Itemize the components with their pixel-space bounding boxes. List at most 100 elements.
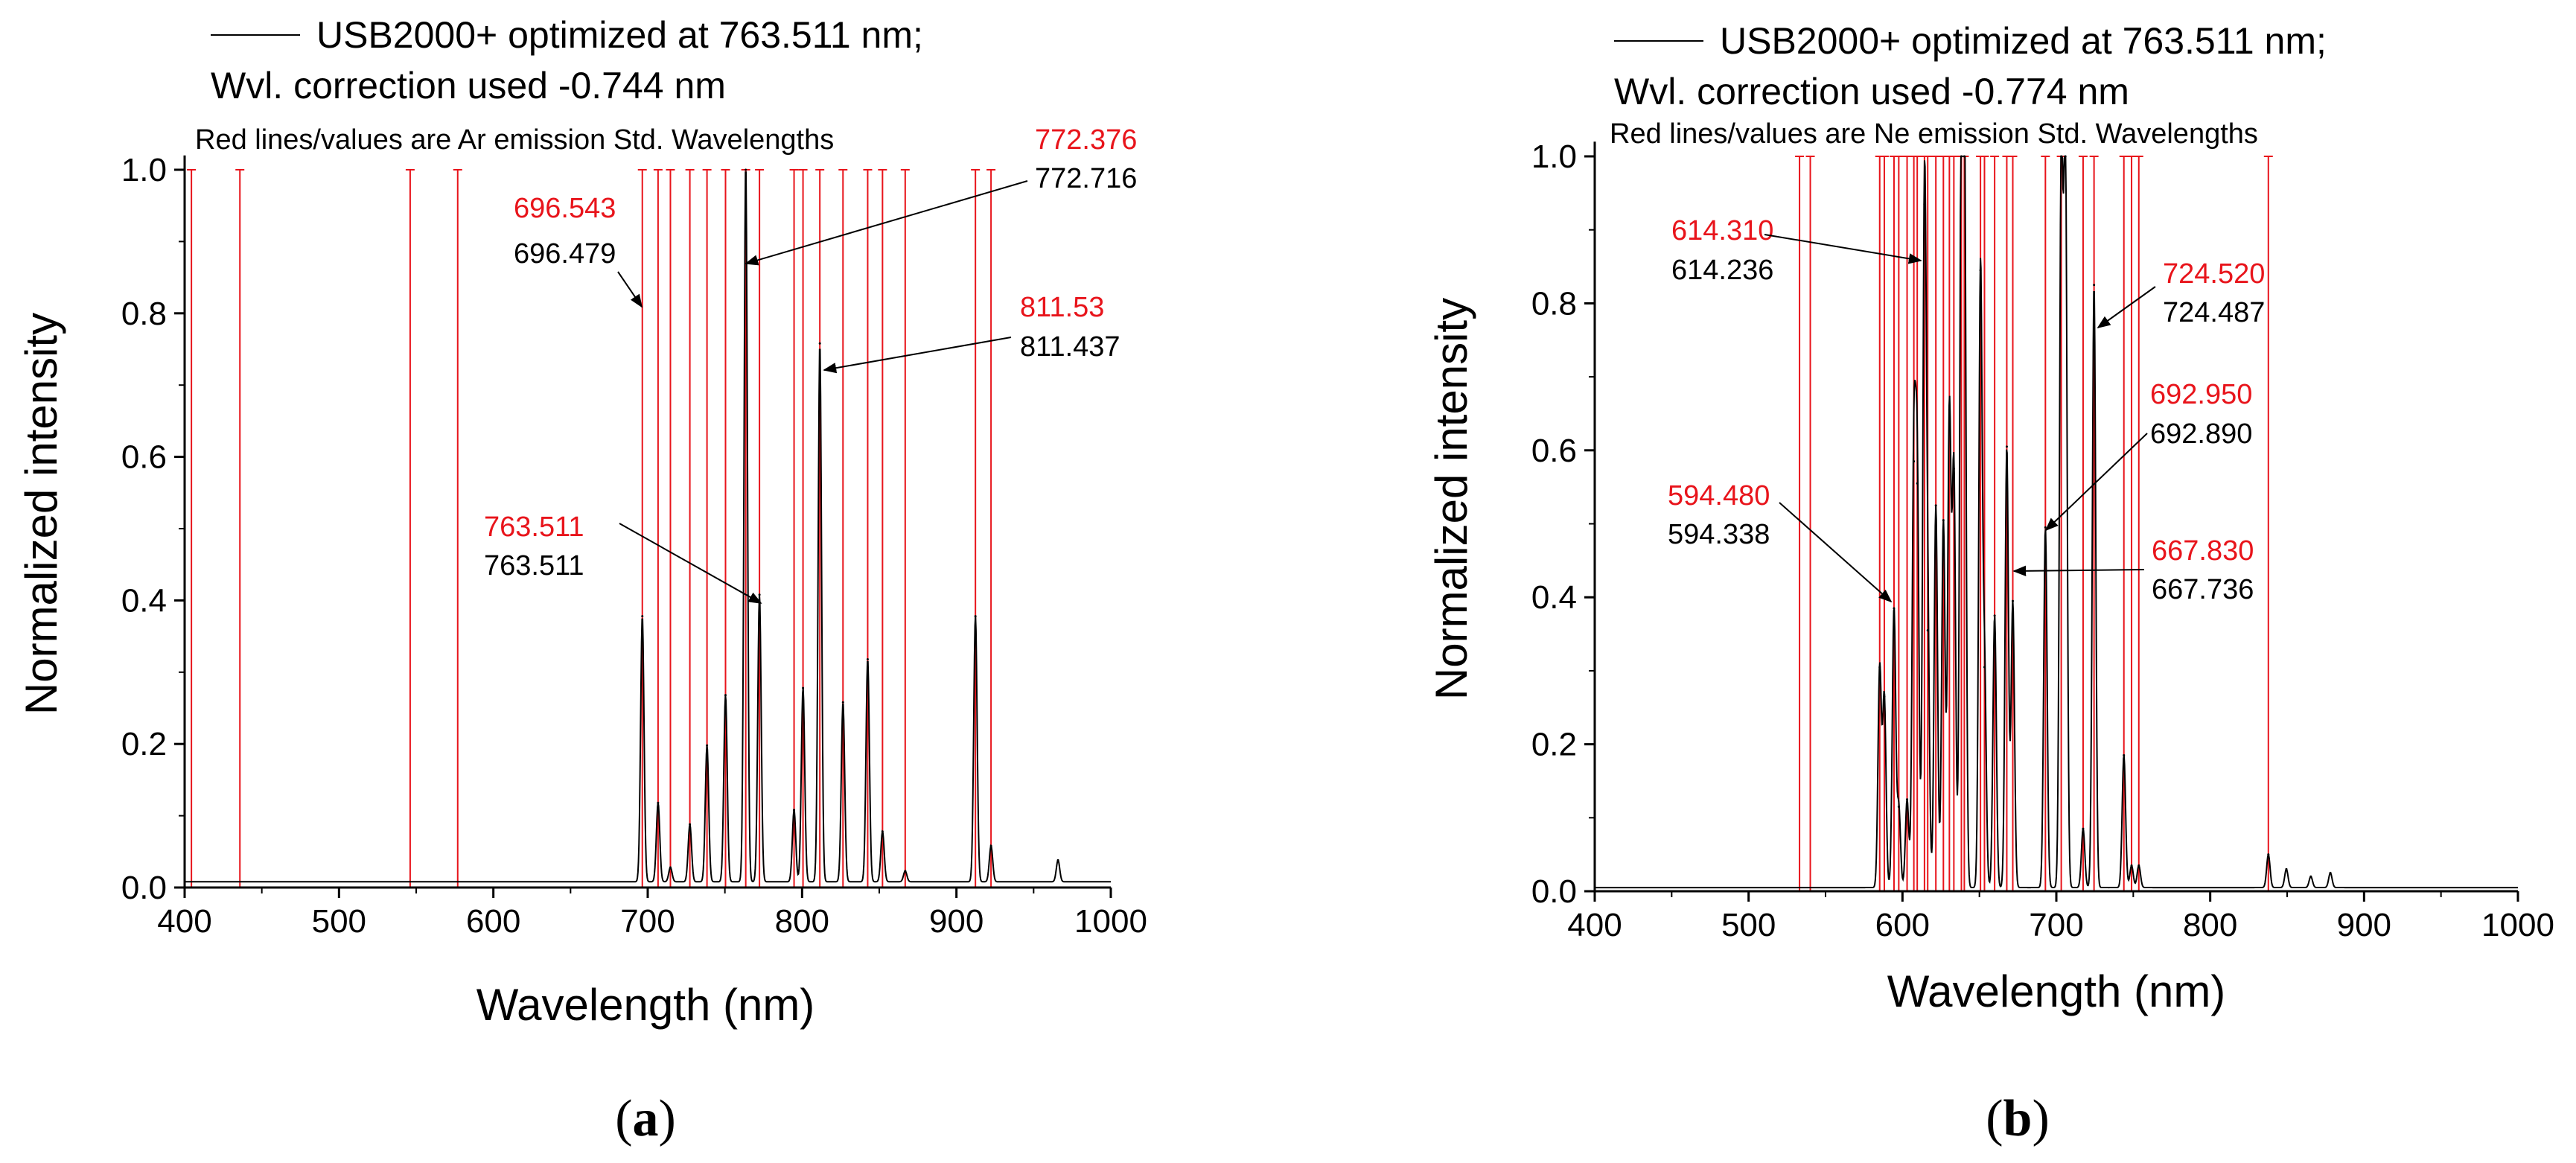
- peak-point: [866, 657, 869, 660]
- x-tick-label: 400: [157, 903, 211, 940]
- peak-point: [818, 342, 821, 345]
- x-tick-label: 800: [2183, 907, 2237, 943]
- peak-point: [1883, 695, 1886, 698]
- peak-point: [841, 701, 844, 704]
- legend-line2: Wvl. correction used -0.744 nm: [211, 65, 726, 106]
- x-axis-title: Wavelength (nm): [1887, 966, 2226, 1016]
- legend-line1: USB2000+ optimized at 763.511 nm;: [316, 14, 923, 56]
- annotation-arrow: [619, 523, 762, 604]
- annotation-std-value: 667.830: [2152, 535, 2254, 567]
- annotation-arrow: [2012, 565, 2145, 577]
- x-tick-label: 900: [929, 903, 983, 940]
- peak-point: [2044, 526, 2047, 529]
- panel-label: (a): [615, 1090, 676, 1147]
- y-tick-label: 0.6: [1531, 433, 1577, 469]
- y-tick-label: 0.2: [121, 726, 167, 762]
- x-tick-label: 400: [1567, 907, 1622, 943]
- reference-note: Red lines/values are Ar emission Std. Wa…: [195, 124, 834, 156]
- peak-point: [2137, 864, 2140, 867]
- peak-point: [2123, 753, 2126, 756]
- peak-point: [989, 844, 992, 847]
- peak-point: [1916, 482, 1919, 485]
- annotation-arrow: [1764, 234, 1922, 264]
- annotation-arrow: [1779, 502, 1893, 603]
- peak-point: [802, 686, 805, 689]
- reference-lines: [1795, 156, 2273, 891]
- ticks: 400 500 600 700 800 900 1000 0.0 0.2 0.4 0.6 0.8 1.0: [1531, 138, 2554, 943]
- peak-point: [1926, 629, 1929, 632]
- peak-point: [1979, 269, 1982, 272]
- annotation-std-value: 594.480: [1668, 480, 1770, 512]
- peak-point: [2005, 445, 2008, 448]
- x-tick-label: 900: [2337, 907, 2391, 943]
- x-tick-label: 700: [2029, 907, 2083, 943]
- peak-point: [1963, 155, 1966, 158]
- peak-point: [1983, 666, 1986, 669]
- peak-point: [1893, 607, 1896, 610]
- panel-b-chart: 400 500 600 700 800 900 1000 0.0 0.2 0.4 0.6 0.8 1.0…: [1426, 20, 2554, 1147]
- y-tick-label: 0.4: [1531, 579, 1577, 616]
- y-tick-label: 0.8: [121, 296, 167, 332]
- peak-point: [745, 168, 747, 171]
- peak-point: [974, 615, 977, 618]
- peak-point: [2093, 284, 2096, 287]
- peak-point: [904, 870, 907, 873]
- peak-point: [657, 801, 660, 804]
- annotation-measured-value: 763.511: [484, 550, 584, 582]
- y-tick-label: 0.0: [1531, 873, 1577, 910]
- annotation-std-value: 692.950: [2150, 379, 2252, 410]
- x-tick-label: 700: [620, 903, 675, 940]
- y-tick-label: 1.0: [1531, 138, 1577, 175]
- annotation-std-value: 614.310: [1671, 215, 1773, 246]
- legend-line2: Wvl. correction used -0.774 nm: [1614, 71, 2129, 112]
- annotation-arrow: [823, 337, 1012, 374]
- peak-point: [2309, 875, 2312, 878]
- x-tick-label: 1000: [2481, 907, 2554, 943]
- y-axis-title: Normalized intensity: [1426, 298, 1476, 700]
- peak-point: [2130, 864, 2133, 867]
- annotation-measured-value: 811.437: [1020, 331, 1120, 363]
- peak-point: [1993, 614, 1996, 617]
- x-tick-label: 600: [1875, 907, 1930, 943]
- peak-point: [724, 694, 727, 697]
- peak-point: [881, 830, 884, 833]
- annotation-measured-value: 696.479: [514, 238, 616, 270]
- annotation-std-value: 772.376: [1035, 124, 1137, 156]
- x-tick-label: 500: [312, 903, 366, 940]
- annotation-measured-value: 724.487: [2163, 297, 2265, 328]
- y-tick-label: 0.4: [121, 582, 167, 619]
- peak-point: [1948, 409, 1951, 412]
- peak-point: [1934, 504, 1937, 507]
- peak-point: [641, 615, 644, 618]
- annotation-measured-value: 692.890: [2150, 418, 2252, 450]
- annotation-arrow: [2044, 433, 2148, 532]
- x-tick-label: 600: [466, 903, 520, 940]
- x-tick-label: 800: [775, 903, 829, 940]
- x-axis-title: Wavelength (nm): [476, 980, 815, 1030]
- peak-point: [669, 866, 672, 869]
- y-axis-title: Normalized intensity: [16, 313, 66, 715]
- peak-point: [2060, 155, 2063, 158]
- axes: [183, 155, 1111, 889]
- peak-point: [793, 809, 796, 812]
- annotation-std-value: 696.543: [514, 193, 616, 224]
- peak-point: [1897, 805, 1900, 808]
- peak-point: [2285, 867, 2288, 870]
- peak-point: [1913, 460, 1916, 463]
- annotation-arrow: [2097, 286, 2156, 329]
- peak-point: [1923, 203, 1926, 205]
- peak-point: [706, 744, 709, 747]
- peak-point: [1906, 798, 1909, 801]
- y-tick-label: 0.8: [1531, 285, 1577, 322]
- reference-note: Red lines/values are Ne emission Std. Wa…: [1610, 118, 2258, 150]
- legend-line1: USB2000+ optimized at 763.511 nm;: [1720, 20, 2327, 62]
- peak-point: [1960, 155, 1963, 158]
- peak-point: [2064, 155, 2067, 158]
- peak-point: [1952, 467, 1955, 470]
- x-tick-label: 500: [1721, 907, 1776, 943]
- annotation-arrow: [745, 180, 1028, 266]
- peak-point: [2012, 599, 2015, 602]
- spectrum-line: [185, 171, 1111, 883]
- y-tick-label: 0.6: [121, 439, 167, 476]
